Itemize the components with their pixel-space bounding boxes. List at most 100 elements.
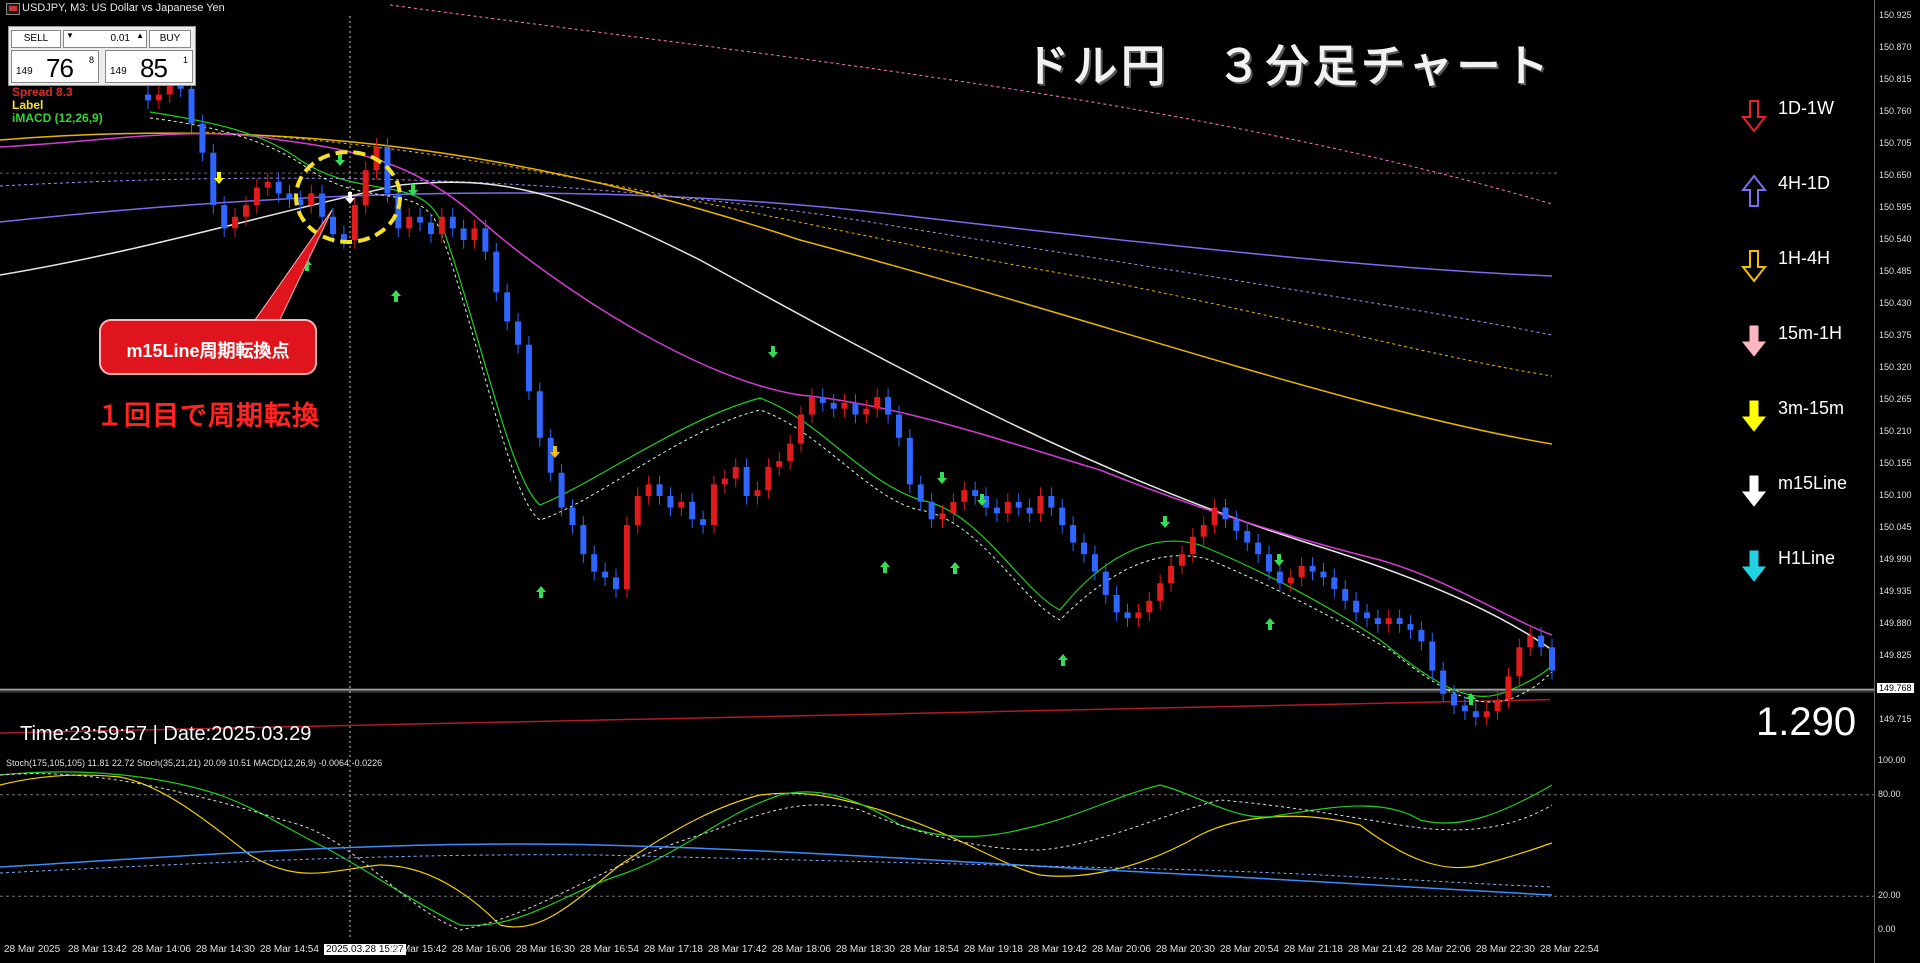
ma-green-dashed — [149, 117, 1553, 703]
price-tick-label: 150.430 — [1879, 298, 1912, 308]
candle-body — [776, 461, 783, 467]
ma-pink-dashed — [389, 4, 1553, 205]
price-tick-label: 149.880 — [1879, 618, 1912, 628]
candle-body — [340, 234, 347, 240]
candle-body — [1222, 507, 1229, 520]
candle-body — [1461, 705, 1468, 712]
macd-main-line — [0, 843, 1553, 896]
candle-body — [1070, 525, 1077, 543]
candle — [732, 458, 739, 488]
candle-body — [1549, 647, 1555, 671]
bid-quote[interactable]: 149 76 8 — [11, 50, 99, 83]
sell-signal-arrow — [1274, 554, 1284, 566]
price-tick-label: 150.155 — [1879, 458, 1912, 468]
candle-body — [460, 228, 467, 240]
time-axis[interactable]: 28 Mar 2025 28 Mar 13:42 28 Mar 14:06 28 Ma… — [0, 940, 1874, 963]
sell-signal-arrow — [937, 472, 947, 484]
candle — [1472, 702, 1479, 726]
server-time-display: Time:23:59:57 | Date:2025.03.29 — [20, 723, 312, 745]
stoch-signal-line — [0, 773, 1553, 931]
legend-item: 4H-1D — [1740, 171, 1870, 211]
legend-label: 1D-1W — [1778, 98, 1835, 118]
candle — [1516, 638, 1523, 686]
time-tick-label: 28 Mar 20:54 — [1220, 944, 1279, 955]
candle-body — [199, 123, 206, 153]
candle — [1102, 562, 1109, 604]
candle-body — [1211, 507, 1218, 526]
candle-body — [1396, 618, 1403, 624]
price-tick-label: 150.540 — [1879, 234, 1912, 244]
candle-body — [798, 414, 805, 444]
oscillator-subwindow[interactable] — [0, 755, 1874, 938]
price-tick-label: 150.595 — [1879, 202, 1912, 212]
legend-item: 3m-15m — [1740, 396, 1870, 436]
time-tick-label: 28 Mar 18:54 — [900, 944, 959, 955]
candle — [1135, 603, 1142, 627]
buy-signal-arrow — [536, 586, 546, 598]
candle — [1363, 603, 1370, 627]
price-tick-label: 150.815 — [1879, 74, 1912, 84]
candle — [656, 475, 663, 505]
candle-body — [1429, 641, 1436, 671]
candle-body — [1168, 565, 1175, 584]
candle-body — [1255, 542, 1262, 555]
ma-gold-dashed — [199, 131, 1553, 377]
candle — [1385, 609, 1392, 633]
candle — [950, 493, 957, 523]
candle-body — [1287, 577, 1294, 584]
candle-body — [232, 216, 239, 229]
annotation-subtitle: １回目で周期転換 — [96, 401, 320, 431]
candle — [808, 388, 815, 424]
candle — [928, 493, 935, 528]
candle — [362, 161, 369, 214]
candle-body — [1385, 618, 1392, 624]
candle-body — [210, 152, 217, 206]
price-axis[interactable]: 150.925 150.870 150.815 150.760 150.705 150.6… — [1874, 0, 1920, 963]
legend-label: 3m-15m — [1778, 398, 1845, 418]
candle — [1233, 510, 1240, 540]
candle-body — [917, 484, 924, 502]
candle — [1320, 562, 1327, 587]
candle — [1549, 638, 1555, 680]
candle-body — [362, 170, 369, 206]
buy-button[interactable]: BUY — [149, 30, 191, 48]
ask-quote[interactable]: 149 85 1 — [105, 50, 193, 83]
candle-body — [580, 525, 587, 555]
candle-body — [308, 193, 315, 206]
candle — [1015, 493, 1022, 517]
candle — [1353, 592, 1360, 622]
lot-value[interactable]: 0.01 — [110, 33, 130, 44]
candle-body — [613, 577, 619, 590]
candle — [319, 184, 326, 226]
bid-prefix: 149 — [16, 66, 33, 77]
legend-item: 1D-1W — [1740, 96, 1870, 136]
candle-body — [264, 181, 271, 188]
candle-body — [1081, 542, 1087, 555]
price-chart[interactable] — [0, 0, 1874, 752]
lot-size-input[interactable]: ▼ 0.01 ▲ — [63, 30, 147, 48]
time-tick-label: 28 Mar 2025 — [4, 944, 61, 955]
candle-body — [1505, 676, 1512, 700]
legend-item: 15m-1H — [1740, 321, 1870, 361]
candle — [351, 196, 358, 249]
candle — [1505, 667, 1512, 709]
lot-decrease-icon[interactable]: ▼ — [66, 31, 74, 40]
oscillator-level-label: 0.00 — [1878, 924, 1896, 934]
price-tick-label: 150.485 — [1879, 266, 1912, 276]
signal-arrow-white — [345, 192, 355, 204]
candle-body — [1309, 565, 1316, 572]
price-tick-label: 150.320 — [1879, 362, 1912, 372]
candle — [1157, 574, 1164, 610]
lot-increase-icon[interactable]: ▲ — [136, 31, 144, 40]
candle-body — [667, 496, 674, 508]
candle-body — [1091, 554, 1098, 572]
stoch-slow-line — [0, 771, 1553, 927]
time-tick-label: 28 Mar 22:06 — [1412, 944, 1471, 955]
candle — [667, 487, 674, 517]
candle-body — [1102, 571, 1109, 595]
candle-body — [515, 321, 522, 345]
candle-body — [939, 513, 946, 520]
oscillator-level-label: 20.00 — [1878, 890, 1901, 901]
window-title: USDJPY, M3: US Dollar vs Japanese Yen — [22, 2, 225, 14]
sell-button[interactable]: SELL — [11, 30, 61, 48]
